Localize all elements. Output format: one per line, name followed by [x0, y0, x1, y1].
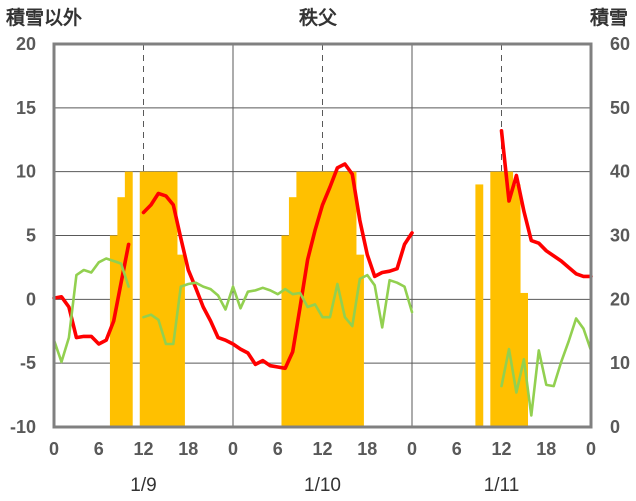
snow-bar — [356, 254, 364, 427]
snow-bar — [147, 171, 156, 427]
y-right-tick-label: 60 — [610, 34, 630, 54]
snow-bar — [139, 171, 148, 427]
snow-bar — [117, 197, 126, 427]
date-label: 1/10 — [304, 475, 341, 496]
snow-bar — [109, 235, 118, 427]
plot-frame — [52, 42, 593, 429]
other-line — [52, 257, 130, 364]
temperature-line — [499, 129, 593, 279]
x-tick-label: 0 — [49, 439, 59, 459]
snow-bar — [281, 235, 290, 427]
x-tick-label: 12 — [491, 439, 511, 459]
x-tick-label: 6 — [94, 439, 104, 459]
date-label: 1/11 — [484, 475, 520, 496]
x-tick-label: 6 — [452, 439, 462, 459]
x-tick-label: 18 — [357, 439, 377, 459]
y-left-tick-label: -10 — [10, 417, 36, 437]
y-left-tick-label: -5 — [20, 353, 36, 373]
y-left-tick-label: 5 — [26, 226, 36, 246]
x-tick-label: 18 — [536, 439, 556, 459]
y-right-tick-label: 40 — [610, 162, 630, 182]
y-left-tick-label: 20 — [16, 34, 36, 54]
snow-bar — [311, 171, 320, 427]
y-left-tick-label: 10 — [16, 162, 36, 182]
snow-bar — [497, 171, 506, 427]
other-line — [500, 317, 593, 417]
right-axis-title: 積雪 — [590, 6, 628, 29]
temperature-line — [52, 242, 131, 346]
snow-bar — [348, 171, 357, 427]
other-line — [142, 273, 414, 346]
snow-bar — [505, 171, 514, 427]
y-right-tick-label: 50 — [610, 98, 630, 118]
y-left-tick-label: 0 — [26, 289, 36, 309]
y-right-tick-label: 20 — [610, 289, 630, 309]
snow-bar — [124, 171, 133, 427]
x-tick-label: 0 — [586, 439, 596, 459]
x-tick-label: 18 — [178, 439, 198, 459]
x-tick-label: 0 — [228, 439, 238, 459]
snow-bar — [303, 171, 312, 427]
snow-bar — [177, 254, 185, 427]
snow-bar — [341, 171, 350, 427]
snow-bar — [318, 171, 327, 427]
x-tick-label: 12 — [133, 439, 153, 459]
date-label: 1/9 — [130, 475, 156, 496]
y-right-tick-label: 0 — [610, 417, 620, 437]
snow-bar — [333, 171, 342, 427]
snow-bar — [162, 171, 171, 427]
snow-bar — [169, 171, 178, 427]
snow-bar — [475, 184, 484, 427]
x-tick-label: 6 — [273, 439, 283, 459]
y-right-tick-label: 10 — [610, 353, 630, 373]
snow-bar — [154, 171, 163, 427]
snow-bar — [512, 184, 521, 427]
snow-bar — [490, 171, 499, 427]
x-tick-label: 12 — [312, 439, 332, 459]
chart-title: 秩父 — [299, 7, 338, 29]
temperature-line — [141, 162, 414, 371]
y-right-tick-label: 30 — [610, 226, 630, 246]
y-left-tick-label: 15 — [16, 98, 36, 118]
snow-bar — [326, 171, 335, 427]
x-tick-label: 0 — [407, 439, 417, 459]
snow-bar — [288, 197, 297, 427]
left-axis-title: 積雪以外 — [6, 6, 82, 29]
